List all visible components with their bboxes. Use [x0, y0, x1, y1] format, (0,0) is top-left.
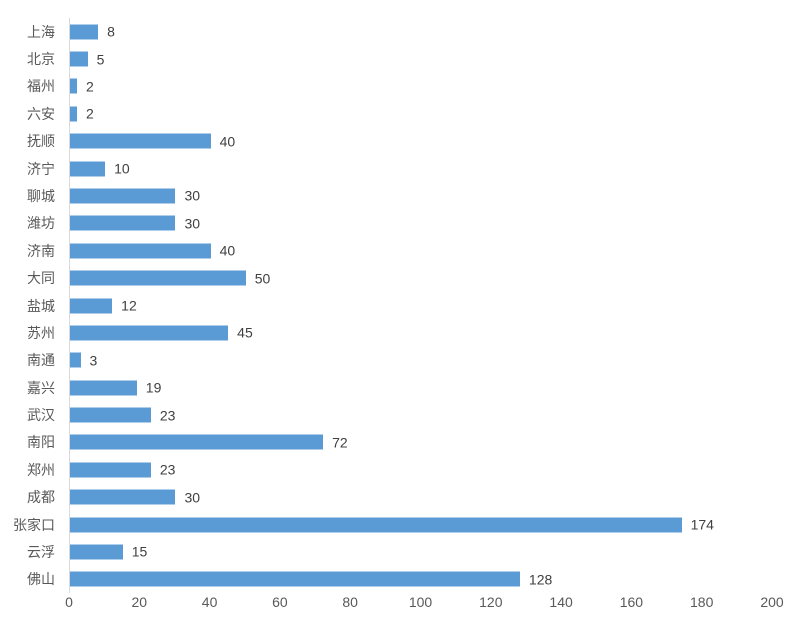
bar-row: 2: [70, 78, 773, 95]
bar-row: 10: [70, 160, 773, 177]
bar: [70, 462, 151, 478]
bar: [70, 489, 176, 505]
x-axis: 0 20 40 60 80 100 120 140 160 180 200: [65, 594, 784, 613]
category-label: 大同: [27, 270, 55, 287]
category-label: 云浮: [27, 543, 55, 560]
bar: [70, 51, 88, 67]
category-label: 北京: [27, 51, 55, 68]
category-label: 武汉: [27, 407, 55, 424]
bar: [70, 133, 211, 149]
category-label: 张家口: [13, 516, 55, 533]
bar-row: 23: [70, 407, 773, 424]
x-tick-label: 140: [549, 594, 573, 610]
bar: [70, 78, 78, 94]
bar: [70, 434, 324, 450]
category-label: 盐城: [27, 297, 55, 314]
x-tick-label: 60: [272, 594, 288, 610]
category-label: 苏州: [27, 324, 55, 341]
bar: [70, 243, 211, 259]
value-label: 23: [159, 461, 176, 478]
value-label: 12: [121, 297, 137, 314]
category-label: 南阳: [27, 434, 55, 451]
value-label: 50: [254, 270, 271, 287]
value-label: 30: [184, 187, 201, 204]
bar-row: 23: [70, 461, 773, 478]
category-label: 济宁: [27, 160, 55, 177]
bar-row: 40: [70, 242, 773, 259]
value-label: 23: [159, 407, 176, 424]
bar-row: 30: [70, 187, 773, 204]
category-label: 佛山: [27, 571, 55, 588]
value-label: 30: [184, 215, 201, 232]
category-axis: 上海北京福州六安抚顺济宁聊城潍坊济南大同盐城苏州南通嘉兴武汉南阳郑州成都张家口云…: [0, 18, 55, 593]
bar: [70, 544, 123, 560]
value-label: 128: [528, 571, 553, 588]
bar: [70, 270, 246, 286]
category-label: 济南: [27, 242, 55, 259]
bar: [70, 407, 151, 423]
bar: [70, 517, 682, 533]
value-label: 2: [86, 105, 94, 122]
value-label: 19: [145, 379, 162, 396]
plot-area: 8 5 2 2 40 10 30 30 40 50 12 45 3 19 23 72 23 30 174 15 128: [69, 18, 773, 593]
bar: [70, 325, 229, 341]
bar-row: 72: [70, 434, 773, 451]
bar-row: 3: [70, 352, 773, 369]
category-label: 六安: [27, 105, 55, 122]
value-label: 15: [131, 543, 148, 560]
x-tick-label: 200: [760, 594, 784, 610]
x-tick-label: 120: [479, 594, 503, 610]
category-label: 成都: [27, 489, 55, 506]
x-tick-label: 100: [408, 594, 433, 610]
value-label: 40: [219, 242, 236, 259]
bar: [70, 380, 137, 396]
category-label: 嘉兴: [27, 379, 55, 396]
bar-row: 40: [70, 133, 773, 150]
category-label: 南通: [27, 352, 55, 369]
value-label: 45: [237, 324, 253, 341]
bar: [70, 106, 78, 122]
category-label: 郑州: [27, 461, 55, 478]
category-label: 福州: [27, 78, 55, 95]
category-label: 潍坊: [27, 215, 55, 232]
x-tick-label: 160: [619, 594, 644, 610]
value-label: 30: [184, 489, 201, 506]
value-label: 72: [332, 434, 348, 451]
x-tick-label: 0: [65, 594, 73, 610]
bar: [70, 24, 99, 40]
x-tick-label: 40: [201, 594, 218, 610]
bar: [70, 188, 176, 204]
value-label: 3: [89, 352, 98, 369]
value-label: 10: [114, 160, 130, 177]
bar-row: 5: [70, 51, 773, 68]
value-label: 2: [86, 78, 94, 95]
bar-row: 8: [70, 23, 773, 40]
bar-row: 19: [70, 379, 773, 396]
bar-row: 12: [70, 298, 773, 313]
x-tick-label: 20: [131, 594, 148, 610]
bar: [70, 298, 113, 313]
x-tick-label: 80: [342, 594, 358, 610]
value-label: 174: [690, 516, 714, 533]
bar: [70, 161, 106, 177]
category-label: 上海: [27, 23, 55, 40]
bar-row: 45: [70, 324, 773, 341]
bar-row: 174: [70, 516, 773, 533]
x-tick-label: 180: [690, 594, 714, 610]
category-label: 聊城: [27, 187, 55, 204]
value-label: 5: [96, 51, 105, 68]
bar: [70, 571, 520, 587]
category-label: 抚顺: [27, 133, 55, 150]
bar-row: 128: [70, 571, 773, 588]
bar-row: 30: [70, 489, 773, 506]
bar-row: 50: [70, 270, 773, 287]
value-label: 8: [107, 23, 115, 40]
value-label: 40: [219, 133, 236, 150]
bar-row: 15: [70, 543, 773, 560]
bar: [70, 215, 176, 231]
bar-row: 2: [70, 105, 773, 122]
bar-row: 30: [70, 215, 773, 232]
bar: [70, 352, 81, 368]
